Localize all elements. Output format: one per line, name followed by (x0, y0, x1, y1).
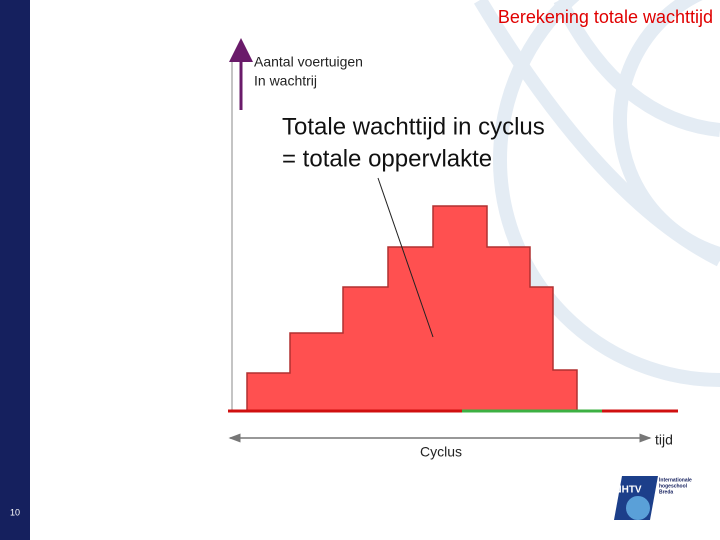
x-axis-label: tijd (655, 432, 673, 448)
annotation: = totale oppervlakte (282, 145, 492, 172)
page-number: 10 (10, 507, 20, 517)
y-axis-label: In wachtrij (254, 73, 317, 89)
logo-abbr: NHTV (614, 485, 642, 496)
queue-area (246, 205, 578, 412)
globe-pattern (473, 0, 720, 387)
annotation-pointer (377, 177, 434, 338)
logo-name: hogeschool (659, 483, 688, 489)
logo-name: Breda (659, 489, 673, 495)
cycle-label: Cyclus (420, 444, 462, 460)
side-bar (0, 0, 30, 540)
annotation: Totale wachttijd in cyclus (282, 113, 545, 140)
title: Berekening totale wachttijd (498, 7, 713, 27)
y-axis-label: Aantal voertuigen (254, 54, 363, 70)
logo-name: Internationale (659, 477, 692, 483)
logo: NHTV Internationale hogeschool Breda (614, 476, 692, 520)
